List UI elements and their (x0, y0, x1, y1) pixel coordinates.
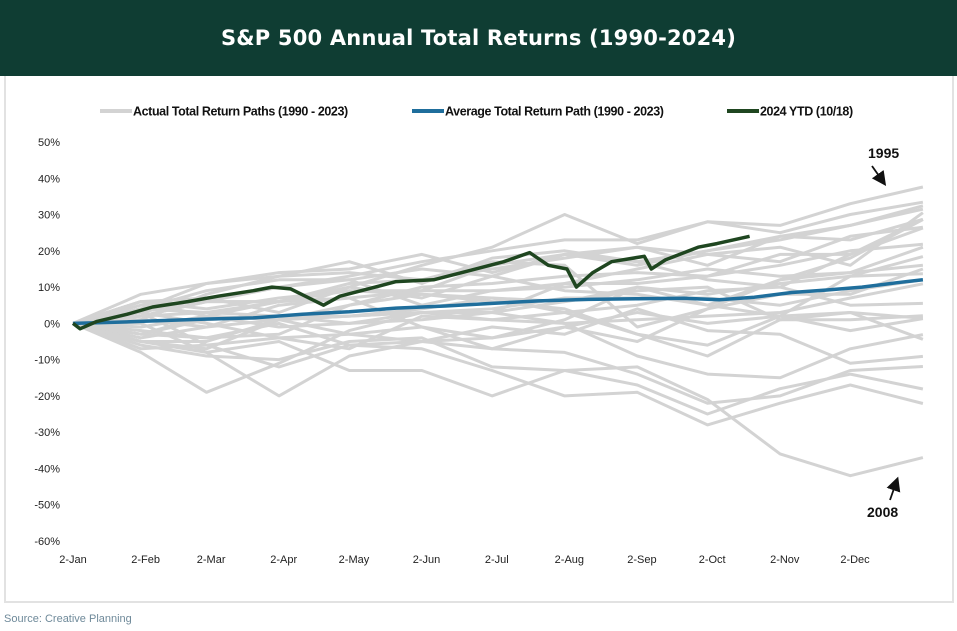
y-tick-label: -50% (34, 500, 60, 512)
average-path (72, 278, 924, 326)
actual-return-path (72, 311, 923, 405)
y-tick-label: -20% (34, 391, 60, 403)
legend-label: Average Total Return Path (1990 - 2023) (445, 105, 664, 119)
actual-return-path (72, 311, 924, 340)
actual-return-path (72, 321, 924, 478)
y-axis: 50% 40% 30% 20% 10% 0% -10% -20% -30% -40% -50% -60… (34, 137, 60, 548)
annotations: 1995 2008 (867, 145, 901, 520)
actual-return-path (72, 278, 924, 343)
y-tick-label: 10% (38, 282, 60, 294)
x-tick-label: 2-Aug (555, 554, 584, 566)
legend-label: Actual Total Return Paths (1990 - 2023) (133, 105, 348, 119)
legend: Actual Total Return Paths (1990 - 2023) A… (100, 105, 853, 119)
actual-return-path (72, 207, 924, 325)
actual-return-path (72, 307, 924, 365)
x-tick-label: 2-Mar (197, 554, 226, 566)
y-tick-label: -10% (34, 355, 60, 367)
x-tick-label: 2-Jul (485, 554, 509, 566)
legend-label: 2024 YTD (10/18) (760, 105, 853, 119)
annotation-2008: 2008 (867, 504, 898, 520)
chart-frame (4, 76, 954, 603)
actual-paths (72, 185, 924, 478)
actual-return-path (72, 285, 924, 341)
y-tick-label: 30% (38, 210, 60, 222)
x-tick-label: 2-Dec (840, 554, 870, 566)
arrow-icon (886, 476, 901, 501)
y-tick-label: -60% (34, 536, 60, 548)
source-note: Source: Creative Planning (4, 613, 132, 625)
x-tick-label: 2-Jan (59, 554, 87, 566)
x-tick-label: 2-Apr (270, 554, 297, 566)
ytd-2024-path (71, 234, 750, 331)
chart-title: S&P 500 Annual Total Returns (1990-2024) (220, 26, 737, 50)
x-tick-label: 2-Oct (699, 554, 726, 566)
y-tick-label: 0% (44, 318, 60, 330)
arrow-icon (871, 165, 887, 186)
y-tick-label: 40% (38, 173, 60, 185)
y-tick-label: -30% (34, 427, 60, 439)
x-tick-label: 2-Feb (131, 554, 160, 566)
x-axis: 2-Jan 2-Feb 2-Mar 2-Apr 2-May 2-Jun 2-Jul 2-Aug… (59, 554, 870, 566)
annotation-1995: 1995 (868, 145, 899, 161)
ytd-2024-line (71, 234, 750, 331)
x-tick-label: 2-May (339, 554, 370, 566)
x-tick-label: 2-Nov (770, 554, 800, 566)
y-tick-label: 20% (38, 246, 60, 258)
average-return-line (72, 278, 924, 326)
y-tick-label: -40% (34, 463, 60, 475)
actual-return-path (72, 321, 924, 427)
actual-return-path (72, 321, 924, 416)
actual-return-path (72, 263, 924, 325)
x-tick-label: 2-Sep (627, 554, 656, 566)
actual-return-path (72, 285, 923, 329)
chart-header: S&P 500 Annual Total Returns (1990-2024) (0, 0, 957, 76)
y-tick-label: 50% (38, 137, 60, 149)
x-tick-label: 2-Jun (413, 554, 441, 566)
